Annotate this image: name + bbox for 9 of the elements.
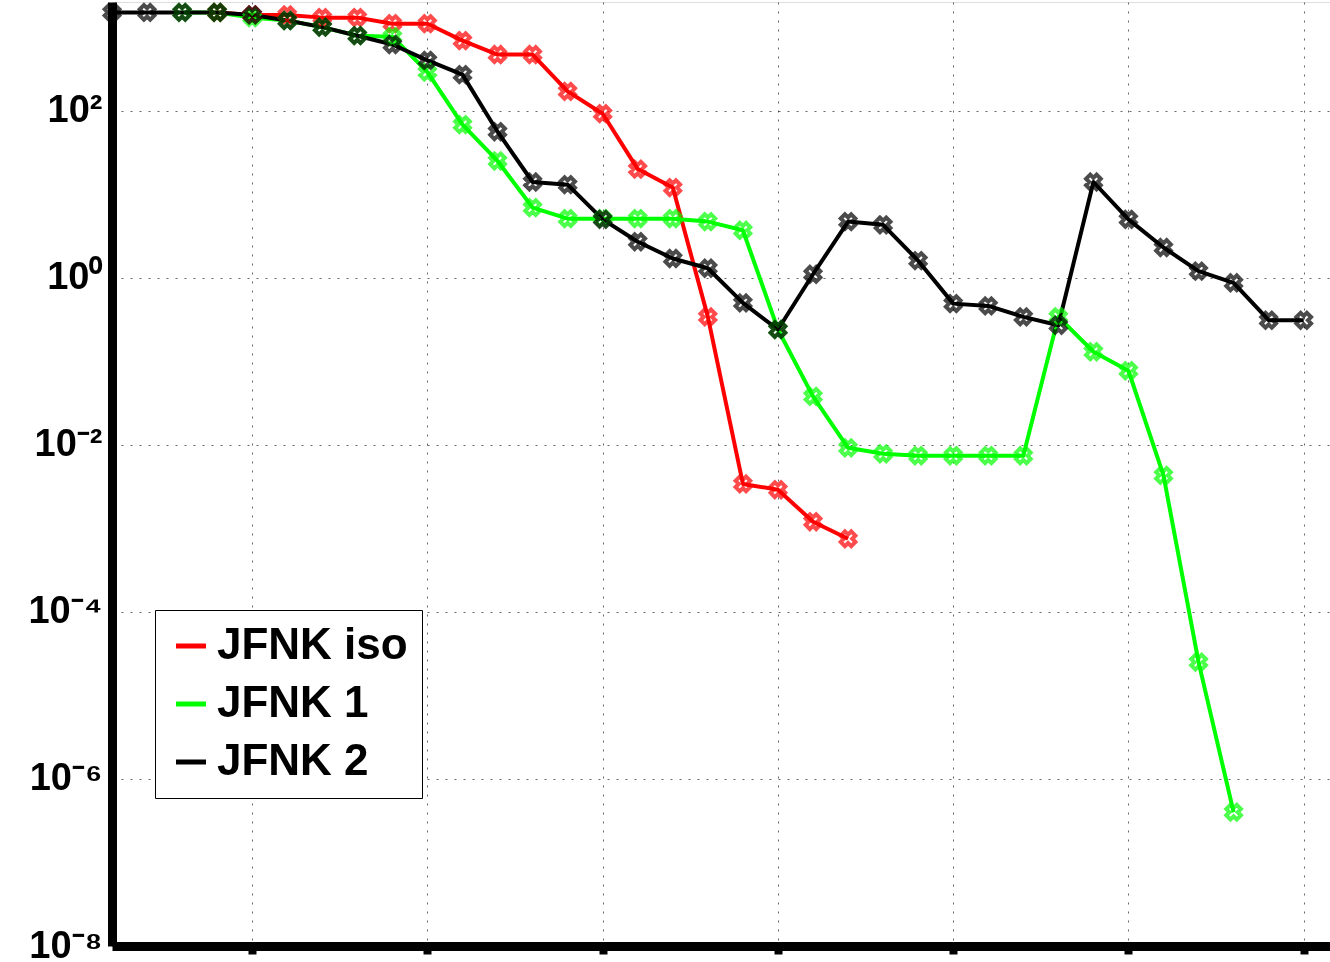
y-tick-label: 10⁻² bbox=[34, 422, 103, 465]
y-tick-label: 10⁻⁶ bbox=[29, 756, 103, 799]
y-tick-label: 10⁻⁸ bbox=[29, 923, 103, 962]
legend-label: JFNK 1 bbox=[217, 677, 369, 726]
y-tick-label: 10⁻⁴ bbox=[28, 589, 103, 632]
legend-label: JFNK 2 bbox=[217, 735, 369, 784]
y-tick-label: 10⁰ bbox=[47, 255, 104, 298]
y-tick-label: 10² bbox=[47, 88, 103, 131]
legend-label: JFNK iso bbox=[217, 619, 408, 668]
